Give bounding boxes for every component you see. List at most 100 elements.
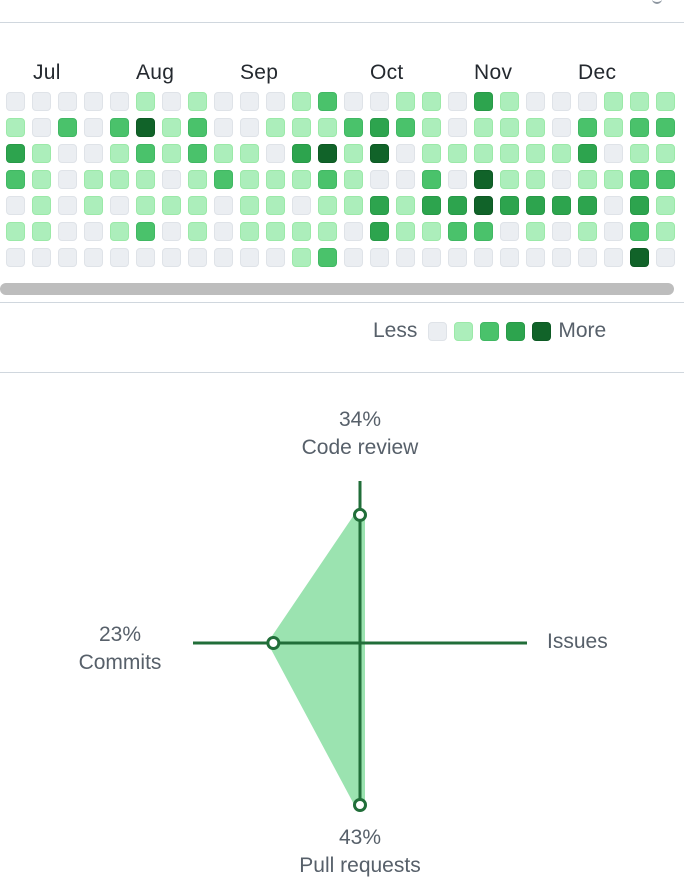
contribution-day-cell[interactable] [136,248,155,267]
contribution-day-cell[interactable] [110,196,129,215]
contribution-day-cell[interactable] [6,222,25,241]
contribution-day-cell[interactable] [6,196,25,215]
contribution-day-cell[interactable] [240,170,259,189]
contribution-day-cell[interactable] [370,222,389,241]
contribution-day-cell[interactable] [266,196,285,215]
contribution-day-cell[interactable] [396,170,415,189]
contribution-day-cell[interactable] [370,248,389,267]
contribution-day-cell[interactable] [604,248,623,267]
contribution-day-cell[interactable] [344,222,363,241]
contribution-day-cell[interactable] [318,92,337,111]
contribution-day-cell[interactable] [448,248,467,267]
contribution-day-cell[interactable] [188,222,207,241]
contribution-day-cell[interactable] [656,196,675,215]
contribution-day-cell[interactable] [292,144,311,163]
contribution-day-cell[interactable] [110,170,129,189]
contribution-day-cell[interactable] [552,248,571,267]
contribution-day-cell[interactable] [292,222,311,241]
contribution-day-cell[interactable] [500,118,519,137]
contribution-day-cell[interactable] [474,144,493,163]
contribution-day-cell[interactable] [136,170,155,189]
contribution-day-cell[interactable] [110,118,129,137]
contribution-day-cell[interactable] [422,222,441,241]
contribution-day-cell[interactable] [344,248,363,267]
contribution-day-cell[interactable] [32,92,51,111]
contribution-day-cell[interactable] [58,144,77,163]
contribution-day-cell[interactable] [604,118,623,137]
contribution-day-cell[interactable] [292,196,311,215]
contribution-day-cell[interactable] [188,144,207,163]
contribution-day-cell[interactable] [318,144,337,163]
contribution-day-cell[interactable] [162,196,181,215]
contribution-day-cell[interactable] [32,170,51,189]
contribution-day-cell[interactable] [58,92,77,111]
contribution-day-cell[interactable] [344,170,363,189]
contribution-day-cell[interactable] [396,248,415,267]
contribution-day-cell[interactable] [604,222,623,241]
contribution-day-cell[interactable] [214,248,233,267]
contribution-day-cell[interactable] [370,118,389,137]
contribution-day-cell[interactable] [656,170,675,189]
contribution-day-cell[interactable] [240,92,259,111]
contribution-day-cell[interactable] [266,248,285,267]
contribution-day-cell[interactable] [630,222,649,241]
contribution-day-cell[interactable] [630,92,649,111]
contribution-day-cell[interactable] [656,92,675,111]
contribution-day-cell[interactable] [578,170,597,189]
contribution-day-cell[interactable] [214,118,233,137]
contribution-day-cell[interactable] [136,118,155,137]
contribution-day-cell[interactable] [240,196,259,215]
contribution-day-cell[interactable] [318,248,337,267]
contribution-day-cell[interactable] [552,92,571,111]
contribution-day-cell[interactable] [396,92,415,111]
contribution-day-cell[interactable] [578,196,597,215]
contribution-day-cell[interactable] [396,144,415,163]
contribution-day-cell[interactable] [500,196,519,215]
contribution-day-cell[interactable] [162,222,181,241]
contribution-day-cell[interactable] [266,222,285,241]
contribution-day-cell[interactable] [292,118,311,137]
contribution-day-cell[interactable] [500,92,519,111]
contribution-day-cell[interactable] [6,92,25,111]
contribution-day-cell[interactable] [266,92,285,111]
contribution-day-cell[interactable] [188,92,207,111]
contribution-day-cell[interactable] [240,118,259,137]
contribution-day-cell[interactable] [656,222,675,241]
contribution-day-cell[interactable] [188,248,207,267]
contribution-day-cell[interactable] [136,196,155,215]
contribution-day-cell[interactable] [656,118,675,137]
contribution-day-cell[interactable] [422,196,441,215]
contribution-day-cell[interactable] [604,144,623,163]
contribution-day-cell[interactable] [318,196,337,215]
contribution-day-cell[interactable] [292,170,311,189]
contribution-day-cell[interactable] [32,222,51,241]
contribution-day-cell[interactable] [136,222,155,241]
contribution-day-cell[interactable] [578,222,597,241]
contribution-day-cell[interactable] [266,144,285,163]
contribution-day-cell[interactable] [370,170,389,189]
contribution-day-cell[interactable] [318,170,337,189]
contribution-day-cell[interactable] [604,170,623,189]
contribution-day-cell[interactable] [292,92,311,111]
contribution-day-cell[interactable] [474,248,493,267]
contribution-day-cell[interactable] [630,196,649,215]
contribution-day-cell[interactable] [84,118,103,137]
contribution-day-cell[interactable] [396,196,415,215]
contribution-day-cell[interactable] [578,248,597,267]
contribution-day-cell[interactable] [32,144,51,163]
contribution-day-cell[interactable] [500,222,519,241]
contribution-day-cell[interactable] [58,222,77,241]
contribution-day-cell[interactable] [162,170,181,189]
contribution-day-cell[interactable] [6,118,25,137]
contribution-day-cell[interactable] [188,118,207,137]
contribution-day-cell[interactable] [214,222,233,241]
contribution-day-cell[interactable] [422,92,441,111]
contribution-day-cell[interactable] [526,248,545,267]
contribution-day-cell[interactable] [136,144,155,163]
contribution-day-cell[interactable] [84,222,103,241]
contribution-day-cell[interactable] [84,92,103,111]
contribution-day-cell[interactable] [84,248,103,267]
contribution-day-cell[interactable] [604,196,623,215]
contribution-day-cell[interactable] [214,92,233,111]
contribution-day-cell[interactable] [84,170,103,189]
